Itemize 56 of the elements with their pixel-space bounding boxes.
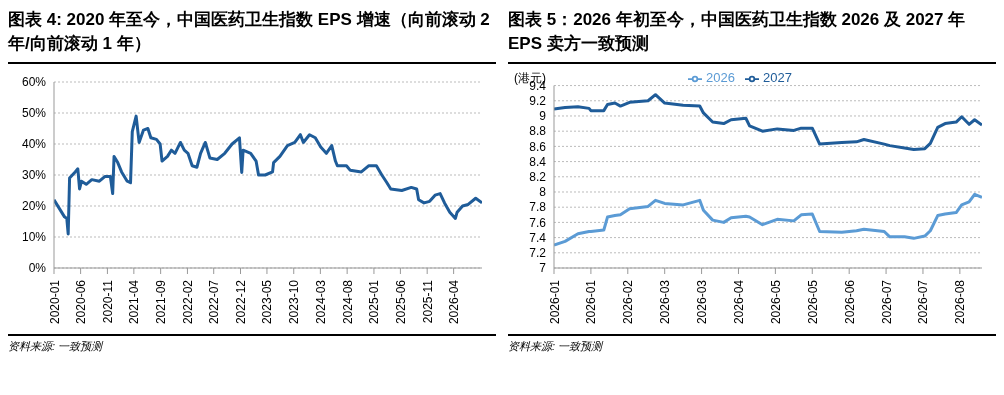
y-tick-label: 9 bbox=[539, 109, 547, 124]
y-tick-label: 60% bbox=[21, 75, 47, 90]
y-tick-label: 7.8 bbox=[529, 200, 547, 215]
line-series bbox=[554, 93, 982, 151]
x-tick-label: 2026-05 bbox=[768, 279, 783, 325]
x-tick-label: 2020-11 bbox=[100, 279, 115, 324]
chart-title: 图表 4: 2020 年至今，中国医药卫生指数 EPS 增速（向前滚动 2 年/向前滚动 1 年） bbox=[8, 8, 496, 64]
text: 资料来源: 一致预测 bbox=[8, 339, 105, 354]
y-tick-label: 8.6 bbox=[529, 139, 547, 154]
y-tick-label: 50% bbox=[21, 106, 47, 121]
y-tick-label: 20% bbox=[21, 199, 47, 214]
x-tick-label: 2026-05 bbox=[805, 279, 820, 325]
y-tick-label: 7 bbox=[539, 261, 547, 276]
y-tick-label: 0% bbox=[28, 261, 47, 276]
x-tick-label: 2021-09 bbox=[154, 279, 169, 325]
y-tick-label: 7.4 bbox=[529, 230, 547, 245]
y-tick-label: 8.4 bbox=[529, 154, 547, 169]
x-tick-label: 2022-12 bbox=[234, 279, 249, 325]
y-tick-label: 9.2 bbox=[529, 94, 547, 109]
x-tick-label: 2021-04 bbox=[127, 279, 142, 325]
legend-label: 2026 bbox=[706, 70, 735, 85]
y-tick-label: 40% bbox=[21, 137, 47, 152]
x-tick-label: 2026-06 bbox=[842, 279, 857, 325]
line-series bbox=[54, 114, 482, 236]
y-tick-label: 7.2 bbox=[529, 246, 547, 261]
x-tick-label: 2026-03 bbox=[695, 279, 710, 325]
x-tick-label: 2026-08 bbox=[953, 279, 968, 325]
x-tick-label: 2024-03 bbox=[313, 279, 328, 325]
x-tick-label: 2025-11 bbox=[420, 279, 435, 324]
x-tick-label: 2023-05 bbox=[260, 279, 275, 325]
x-tick-label: 2025-01 bbox=[367, 279, 382, 325]
y-tick-label: 7.6 bbox=[529, 215, 547, 230]
text: 资料来源: 一致预测 bbox=[508, 339, 605, 354]
y-tick-label: 30% bbox=[21, 168, 47, 183]
x-tick-label: 2020-01 bbox=[47, 279, 62, 325]
y-tick-label: 8.2 bbox=[529, 170, 547, 185]
y-tick-label: 8 bbox=[539, 185, 547, 200]
x-tick-label: 2024-08 bbox=[340, 279, 355, 325]
x-tick-label: 2022-02 bbox=[180, 279, 195, 325]
x-tick-label: 2026-01 bbox=[547, 279, 562, 325]
x-tick-label: 2026-07 bbox=[916, 279, 931, 325]
x-tick-label: 2022-07 bbox=[207, 279, 222, 325]
x-tick-label: 2020-06 bbox=[74, 279, 89, 325]
x-tick-label: 2026-04 bbox=[732, 279, 746, 325]
x-tick-label: 2023-10 bbox=[287, 279, 302, 325]
x-tick-label: 2026-03 bbox=[658, 279, 673, 325]
x-tick-label: 2026-07 bbox=[879, 279, 894, 325]
y-tick-label: 8.8 bbox=[529, 124, 547, 139]
chart-title: 图表 5：2026 年初至今，中国医药卫生指数 2026 及 2027 年 EPS 卖方一致预测 bbox=[508, 8, 996, 64]
x-tick-label: 2026-04 bbox=[447, 279, 462, 325]
y-tick-label: 10% bbox=[21, 230, 47, 245]
line-series bbox=[554, 192, 982, 247]
legend-label: 2027 bbox=[763, 70, 792, 85]
x-tick-label: 2026-01 bbox=[584, 279, 599, 325]
x-tick-label: 2025-06 bbox=[393, 279, 408, 325]
x-tick-label: 2026-02 bbox=[621, 279, 636, 325]
